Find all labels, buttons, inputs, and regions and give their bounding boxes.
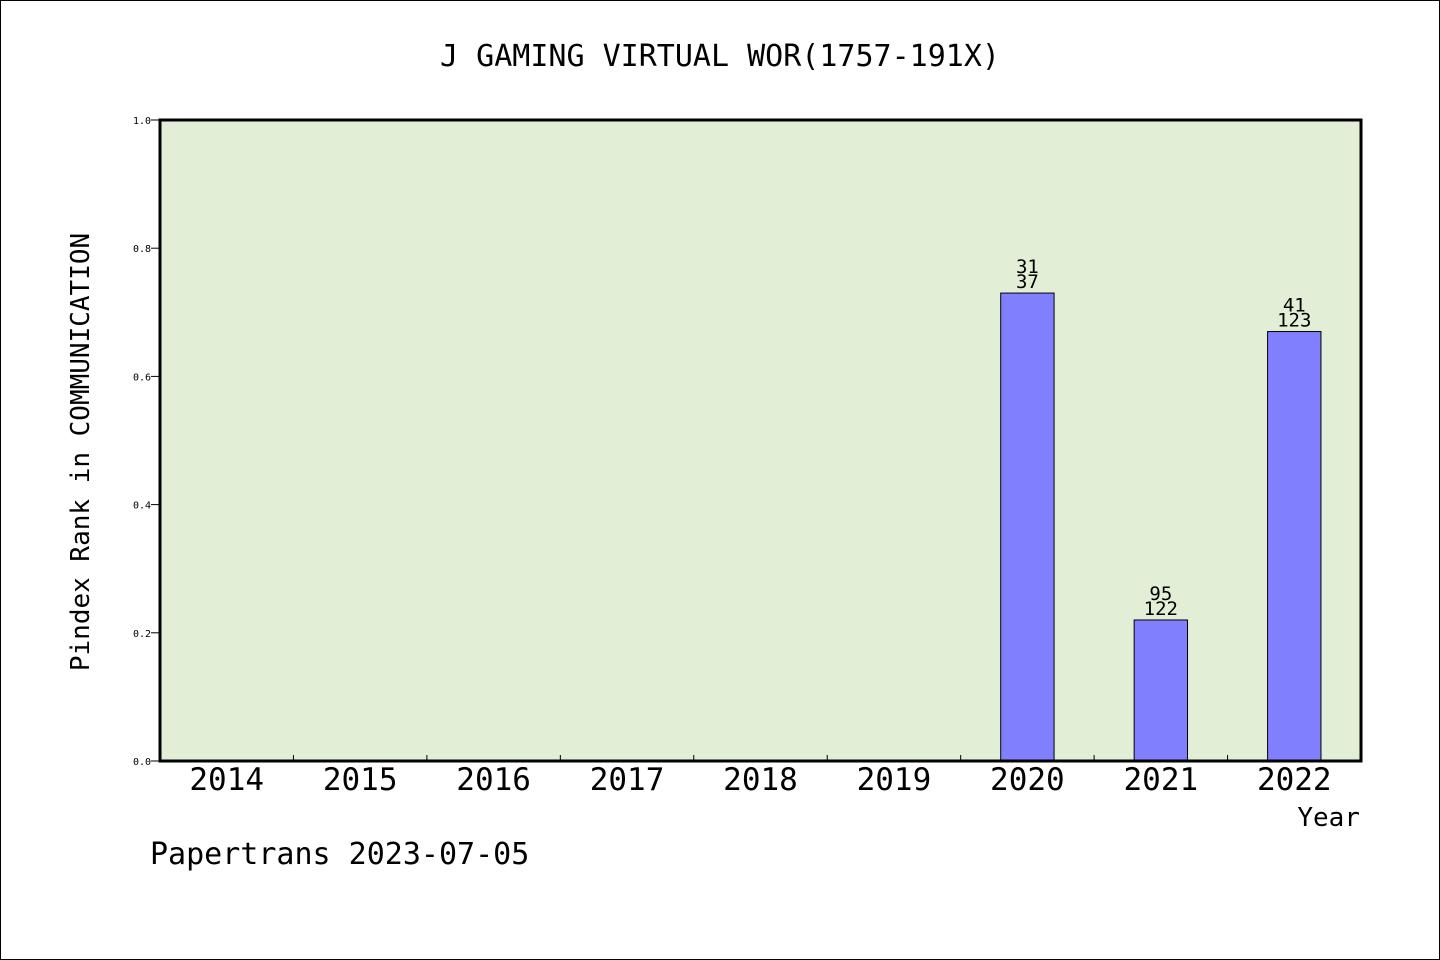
x-tick-label: 2014: [189, 762, 264, 798]
x-tick-label: 2015: [323, 762, 398, 798]
y-tick-label: 1.0: [133, 116, 151, 127]
x-axis-title: Year: [1297, 803, 1360, 833]
bar-label-bottom: 123: [1277, 310, 1311, 332]
bar-label-top: 41: [1283, 295, 1306, 317]
bar-label-bottom: 122: [1144, 598, 1178, 620]
bar-label-top: 95: [1149, 583, 1172, 605]
x-tick-label: 2016: [456, 762, 531, 798]
x-tick-label: 2020: [990, 762, 1065, 798]
bar-label-top: 31: [1016, 256, 1039, 278]
chart-title: J GAMING VIRTUAL WOR(1757-191X): [440, 39, 1000, 74]
plot-border: [158, 118, 1363, 763]
footer-credit: Papertrans 2023-07-05: [150, 837, 529, 872]
bar: [1267, 331, 1322, 762]
bar: [1000, 292, 1055, 762]
y-tick-label: 0.4: [133, 501, 151, 512]
y-axis-ticks: 0.0 0.2 0.4 0.6 0.8 1.0: [133, 116, 160, 768]
x-tick-label: 2017: [590, 762, 665, 798]
y-tick-label: 0.2: [133, 629, 151, 640]
bars-group: [1000, 292, 1322, 762]
y-tick-label: 0.6: [133, 372, 151, 383]
bar-label-bottom: 37: [1016, 271, 1039, 293]
x-tick-label: 2019: [857, 762, 932, 798]
bar: [1133, 619, 1189, 762]
y-tick-label: 0.8: [133, 244, 151, 255]
y-tick-label: 0.0: [133, 757, 151, 768]
x-tick-label: 2021: [1124, 762, 1199, 798]
x-tick-label: 2018: [723, 762, 798, 798]
y-axis-title: Pindex Rank in COMMUNICATION: [66, 233, 96, 671]
x-tick-label: 2022: [1257, 762, 1332, 798]
x-axis-ticks: 2014 2015 2016 2017 2018 2019 2020 2021 2022: [189, 755, 1332, 798]
